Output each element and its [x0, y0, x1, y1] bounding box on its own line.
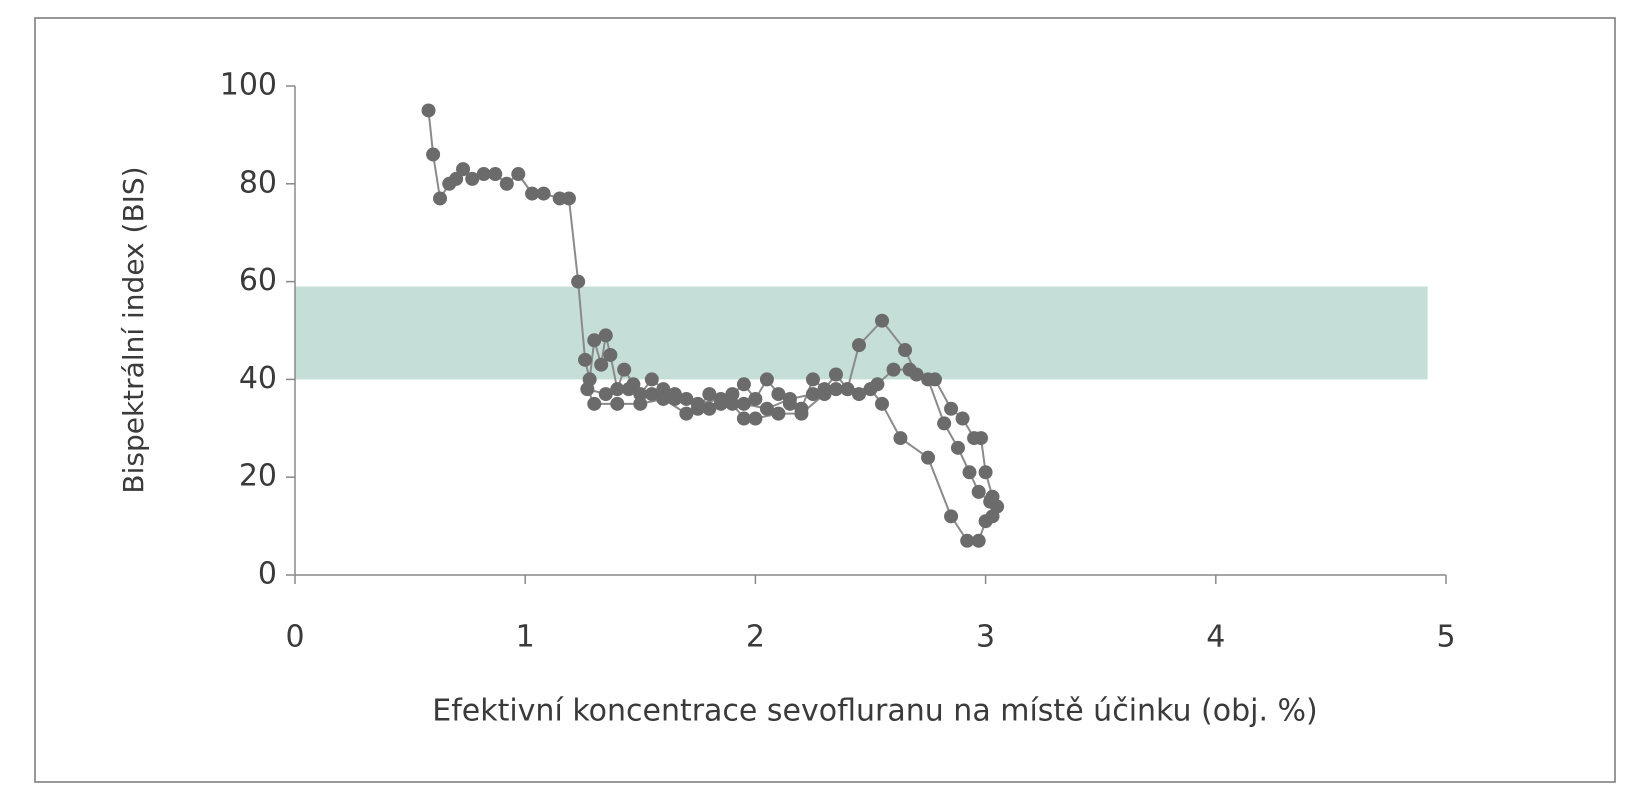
y-axis-label: Bispektrální index (BIS) — [117, 166, 150, 493]
data-point — [536, 186, 551, 201]
data-point — [983, 494, 998, 509]
data-point — [736, 411, 751, 426]
target-band — [295, 286, 1428, 380]
data-point — [759, 401, 774, 416]
data-point — [971, 533, 986, 548]
data-point — [736, 377, 751, 392]
data-point — [571, 274, 586, 289]
data-point — [851, 338, 866, 353]
data-point — [950, 440, 965, 455]
data-point — [656, 382, 671, 397]
y-tick-label: 20 — [239, 459, 277, 494]
data-point — [644, 372, 659, 387]
data-point — [971, 484, 986, 499]
y-tick-label: 80 — [239, 165, 277, 200]
data-point — [955, 411, 970, 426]
data-point — [449, 171, 464, 186]
data-point — [759, 372, 774, 387]
data-point — [580, 382, 595, 397]
data-point — [748, 411, 763, 426]
x-tick-label: 0 — [285, 620, 304, 655]
data-point — [921, 372, 936, 387]
data-point — [898, 343, 913, 358]
data-point — [771, 406, 786, 421]
y-tick-label: 100 — [220, 68, 277, 103]
data-point — [617, 362, 632, 377]
data-point — [644, 387, 659, 402]
x-tick-label: 5 — [1436, 620, 1455, 655]
data-point — [610, 396, 625, 411]
data-point — [870, 377, 885, 392]
data-point — [561, 191, 576, 206]
data-point — [690, 396, 705, 411]
data-point — [921, 450, 936, 465]
data-point — [875, 396, 890, 411]
data-point — [805, 387, 820, 402]
data-point — [702, 387, 717, 402]
data-point — [944, 401, 959, 416]
data-point — [476, 167, 491, 182]
data-point — [587, 333, 602, 348]
data-point — [771, 387, 786, 402]
data-point — [893, 431, 908, 446]
data-point — [794, 406, 809, 421]
data-point — [633, 387, 648, 402]
data-point — [817, 387, 832, 402]
data-point — [433, 191, 448, 206]
data-point — [875, 313, 890, 328]
data-point — [499, 176, 514, 191]
data-point — [656, 391, 671, 406]
data-point — [944, 509, 959, 524]
data-point — [782, 391, 797, 406]
data-point — [594, 357, 609, 372]
data-point — [978, 465, 993, 480]
data-point — [805, 372, 820, 387]
data-point — [937, 416, 952, 431]
frame — [34, 17, 1616, 783]
data-point — [667, 391, 682, 406]
data-point — [828, 382, 843, 397]
data-point — [851, 387, 866, 402]
data-point — [713, 391, 728, 406]
data-point — [978, 514, 993, 529]
data-point — [525, 186, 540, 201]
data-point — [578, 352, 593, 367]
data-point — [603, 347, 618, 362]
data-point — [679, 391, 694, 406]
y-tick-label: 60 — [239, 263, 277, 298]
data-point — [679, 406, 694, 421]
data-point — [702, 401, 717, 416]
data-point — [421, 103, 436, 118]
data-point — [587, 396, 602, 411]
data-point — [840, 382, 855, 397]
data-point — [633, 396, 648, 411]
x-tick-label: 3 — [976, 620, 995, 655]
data-point — [456, 162, 471, 177]
data-point — [962, 465, 977, 480]
y-tick-label: 0 — [258, 557, 277, 592]
data-point — [511, 167, 526, 182]
x-tick-label: 4 — [1206, 620, 1225, 655]
data-point — [598, 328, 613, 343]
data-point — [736, 396, 751, 411]
data-point — [488, 167, 503, 182]
x-tick-label: 1 — [516, 620, 535, 655]
x-axis-label: Efektivní koncentrace sevofluranu na mís… — [432, 694, 1318, 729]
data-point — [598, 387, 613, 402]
data-point — [748, 391, 763, 406]
y-tick-label: 40 — [239, 361, 277, 396]
data-point — [973, 431, 988, 446]
x-tick-label: 2 — [746, 620, 765, 655]
data-point — [725, 387, 740, 402]
data-point — [725, 396, 740, 411]
data-point — [828, 367, 843, 382]
data-point — [610, 382, 625, 397]
data-point — [902, 362, 917, 377]
data-point — [960, 533, 975, 548]
data-point — [426, 147, 441, 162]
data-point — [621, 382, 636, 397]
data-point — [886, 362, 901, 377]
data-point — [465, 171, 480, 186]
